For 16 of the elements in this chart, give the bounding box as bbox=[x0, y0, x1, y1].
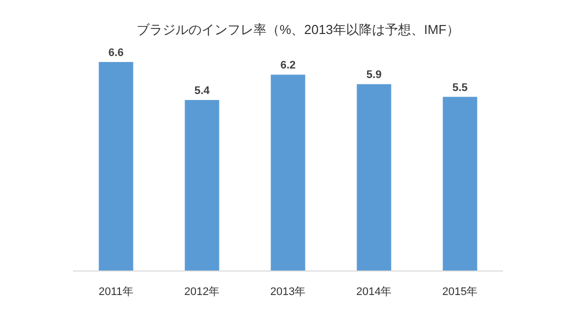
x-tick-label: 2012年 bbox=[184, 286, 220, 298]
x-tick-label: 2015年 bbox=[442, 286, 478, 298]
bar bbox=[270, 74, 306, 271]
bar bbox=[184, 100, 220, 271]
data-label: 6.6 bbox=[108, 47, 124, 59]
x-tick-label: 2013年 bbox=[270, 286, 306, 298]
bar bbox=[442, 96, 478, 271]
chart-title: ブラジルのインフレ率（%、2013年以降は予想、IMF） bbox=[136, 22, 460, 37]
data-label: 6.2 bbox=[280, 60, 296, 72]
data-label: 5.9 bbox=[366, 69, 382, 82]
x-tick-label: 2011年 bbox=[98, 286, 134, 298]
bar bbox=[98, 62, 134, 271]
x-tick-label: 2014年 bbox=[356, 286, 392, 298]
data-label: 5.5 bbox=[452, 82, 468, 94]
data-label: 5.4 bbox=[194, 85, 211, 97]
bar bbox=[356, 84, 392, 271]
